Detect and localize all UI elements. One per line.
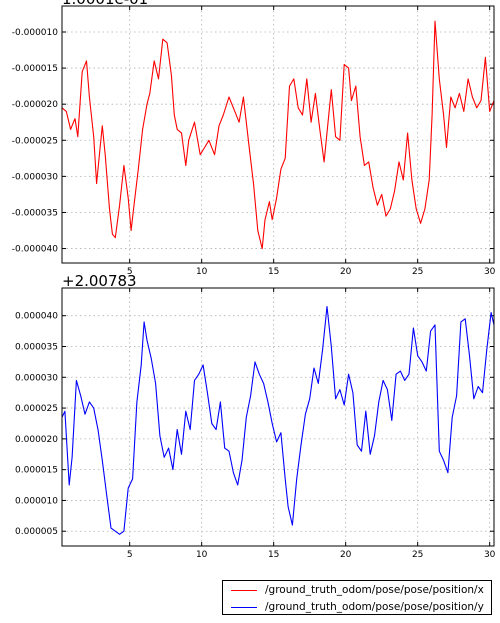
bottom-axes-frame [61, 287, 495, 547]
top-series-line-0 [61, 20, 495, 250]
legend-label-x: /ground_truth_odom/pose/pose/position/x [265, 584, 484, 596]
bottom-y-tick-label: 0.000020 [15, 435, 58, 445]
top-x-tick-label: 10 [196, 267, 208, 277]
bottom-x-tick-label: 15 [268, 550, 279, 560]
legend-entry-y: /ground_truth_odom/pose/pose/position/y [229, 600, 487, 616]
bottom-x-tick-label: 5 [127, 550, 133, 560]
bottom-offset-label: +2.00783 [62, 272, 137, 290]
bottom-y-tick-label: 0.000010 [15, 496, 58, 506]
legend-label-y: /ground_truth_odom/pose/pose/position/y [265, 601, 484, 613]
bottom-x-tick-label: 25 [412, 550, 423, 560]
legend: /ground_truth_odom/pose/pose/position/x … [222, 580, 492, 615]
top-y-tick-label: -0.000025 [12, 136, 58, 146]
top-y-tick-label: -0.000040 [12, 245, 58, 255]
top-y-tick-label: -0.000030 [12, 172, 58, 182]
bottom-y-tick-label: 0.000040 [15, 312, 58, 322]
bottom-plot-area [62, 288, 494, 546]
top-x-tick-label: 15 [268, 267, 279, 277]
top-x-tick-label: 5 [127, 267, 133, 277]
bottom-y-tick-label: 0.000035 [15, 342, 58, 352]
top-y-tick-label: -0.000035 [12, 208, 58, 218]
top-x-tick-label: 20 [340, 267, 352, 277]
bottom-y-tick-label: 0.000025 [15, 404, 58, 414]
bottom-x-tick-label: 10 [196, 550, 208, 560]
top-y-tick-label: -0.000020 [12, 100, 58, 110]
bottom-y-tick-label: 0.000030 [15, 373, 58, 383]
legend-entry-x: /ground_truth_odom/pose/pose/position/x [229, 583, 487, 599]
top-y-tick-label: -0.000015 [12, 64, 58, 74]
bottom-x-tick-label: 20 [340, 550, 352, 560]
top-offset-label: 1.0001e-01 [62, 0, 148, 8]
bottom-series-line-0 [61, 305, 495, 535]
top-x-tick-label: 25 [412, 267, 423, 277]
legend-swatch-y [231, 607, 257, 608]
bottom-y-tick-label: 0.000005 [15, 527, 58, 537]
bottom-y-tick-label: 0.000015 [15, 466, 58, 476]
top-plot-area [62, 6, 494, 263]
top-axes-frame [61, 5, 495, 264]
top-x-tick-label: 30 [484, 267, 496, 277]
bottom-x-tick-label: 30 [484, 550, 496, 560]
top-y-tick-label: -0.000010 [12, 28, 58, 38]
legend-swatch-x [231, 590, 257, 591]
